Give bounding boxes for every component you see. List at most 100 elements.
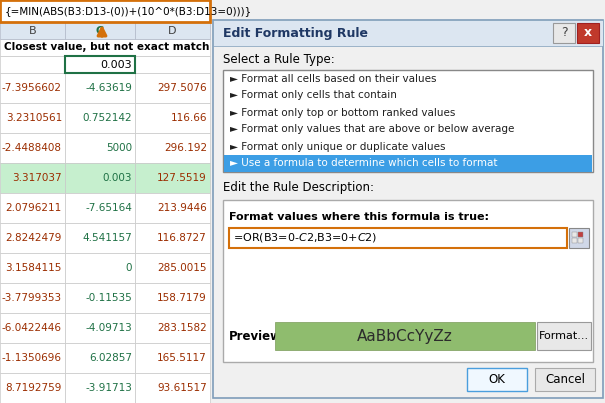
Bar [135,313,210,343]
Bar [135,343,210,373]
Text: Closest value, but not exact match: Closest value, but not exact match [4,42,209,52]
Text: 213.9446: 213.9446 [157,203,207,213]
Text: 0: 0 [125,263,132,273]
Bar [135,133,210,163]
Bar [569,228,589,248]
Bar [135,73,210,103]
Text: 0.003: 0.003 [100,60,132,69]
Text: Format...: Format... [539,331,589,341]
Bar [65,193,135,223]
Bar [213,20,603,398]
Bar [224,155,592,172]
Bar [0,283,65,313]
Text: 3.1584115: 3.1584115 [5,263,62,273]
Text: 4.541157: 4.541157 [82,233,132,243]
Bar [467,368,527,391]
Bar [65,343,135,373]
Bar [578,232,583,237]
Bar [65,56,135,73]
Bar [65,22,135,39]
Text: -4.63619: -4.63619 [85,83,132,93]
Text: 6.02857: 6.02857 [89,353,132,363]
Text: 8.7192759: 8.7192759 [5,383,62,393]
Text: 3.317037: 3.317037 [12,173,62,183]
Bar [572,232,577,237]
Text: 165.5117: 165.5117 [157,353,207,363]
Text: 127.5519: 127.5519 [157,173,207,183]
Bar [0,163,65,193]
Text: x: x [584,27,592,39]
Text: ► Format all cells based on their values: ► Format all cells based on their values [230,73,436,83]
Bar [229,228,567,248]
Bar [135,22,210,39]
Text: 0.752142: 0.752142 [82,113,132,123]
Text: AaBbCcYyZz: AaBbCcYyZz [357,328,453,343]
Bar [65,73,135,103]
Text: 116.66: 116.66 [171,113,207,123]
Bar [275,322,535,350]
Text: 116.8727: 116.8727 [157,233,207,243]
Bar [0,313,65,343]
Bar [0,73,65,103]
Text: ► Use a formula to determine which cells to format: ► Use a formula to determine which cells… [230,158,497,168]
Text: -3.7799353: -3.7799353 [2,293,62,303]
Text: -2.4488408: -2.4488408 [2,143,62,153]
Bar [0,22,65,39]
Text: 283.1582: 283.1582 [157,323,207,333]
Bar [65,283,135,313]
Text: Edit Formatting Rule: Edit Formatting Rule [223,27,368,39]
Bar [65,253,135,283]
Text: Preview:: Preview: [229,330,287,343]
Bar [572,238,577,243]
Text: ► Format only top or bottom ranked values: ► Format only top or bottom ranked value… [230,108,456,118]
Text: -6.0422446: -6.0422446 [2,323,62,333]
Text: 297.5076: 297.5076 [157,83,207,93]
Text: D: D [168,25,177,35]
Bar [135,163,210,193]
Text: Format values where this formula is true:: Format values where this formula is true… [229,212,489,222]
Text: OK: OK [489,373,505,386]
Bar [65,313,135,343]
Text: =OR(B3=0-$C$2,B3=0+$C$2): =OR(B3=0-$C$2,B3=0+$C$2) [233,231,378,245]
Bar [65,133,135,163]
Bar [135,103,210,133]
Text: 296.192: 296.192 [164,143,207,153]
Bar [535,368,595,391]
Text: ► Format only cells that contain: ► Format only cells that contain [230,91,397,100]
Text: -4.09713: -4.09713 [85,323,132,333]
Bar [0,0,210,22]
Bar [213,20,603,46]
Bar [135,193,210,223]
Text: 2.0796211: 2.0796211 [6,203,62,213]
Text: ?: ? [561,27,567,39]
Bar [553,23,575,43]
Text: 285.0015: 285.0015 [157,263,207,273]
Bar [578,238,583,243]
Bar [135,223,210,253]
Bar [0,223,65,253]
Bar [0,0,210,403]
Bar [65,103,135,133]
Text: 0.003: 0.003 [102,173,132,183]
Bar [0,193,65,223]
Bar [0,39,210,56]
Text: -1.1350696: -1.1350696 [2,353,62,363]
Text: 3.2310561: 3.2310561 [6,113,62,123]
Bar [135,253,210,283]
Text: Edit the Rule Description:: Edit the Rule Description: [223,181,374,195]
Text: C: C [96,25,104,35]
Text: 158.7179: 158.7179 [157,293,207,303]
Text: Select a Rule Type:: Select a Rule Type: [223,54,335,66]
Bar [0,373,65,403]
Bar [0,56,65,73]
Bar [223,70,593,172]
Bar [223,200,593,362]
Bar [135,373,210,403]
Bar [135,283,210,313]
Bar [0,103,65,133]
Text: -7.65164: -7.65164 [85,203,132,213]
Text: -0.11535: -0.11535 [85,293,132,303]
Bar [65,163,135,193]
Bar [65,223,135,253]
Bar [0,133,65,163]
